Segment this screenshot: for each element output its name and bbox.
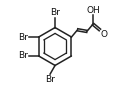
Text: Br: Br [45,74,55,84]
Text: OH: OH [86,6,100,15]
Text: O: O [100,30,107,39]
Text: Br: Br [18,33,28,42]
Text: Br: Br [18,51,28,60]
Text: Br: Br [50,8,60,17]
